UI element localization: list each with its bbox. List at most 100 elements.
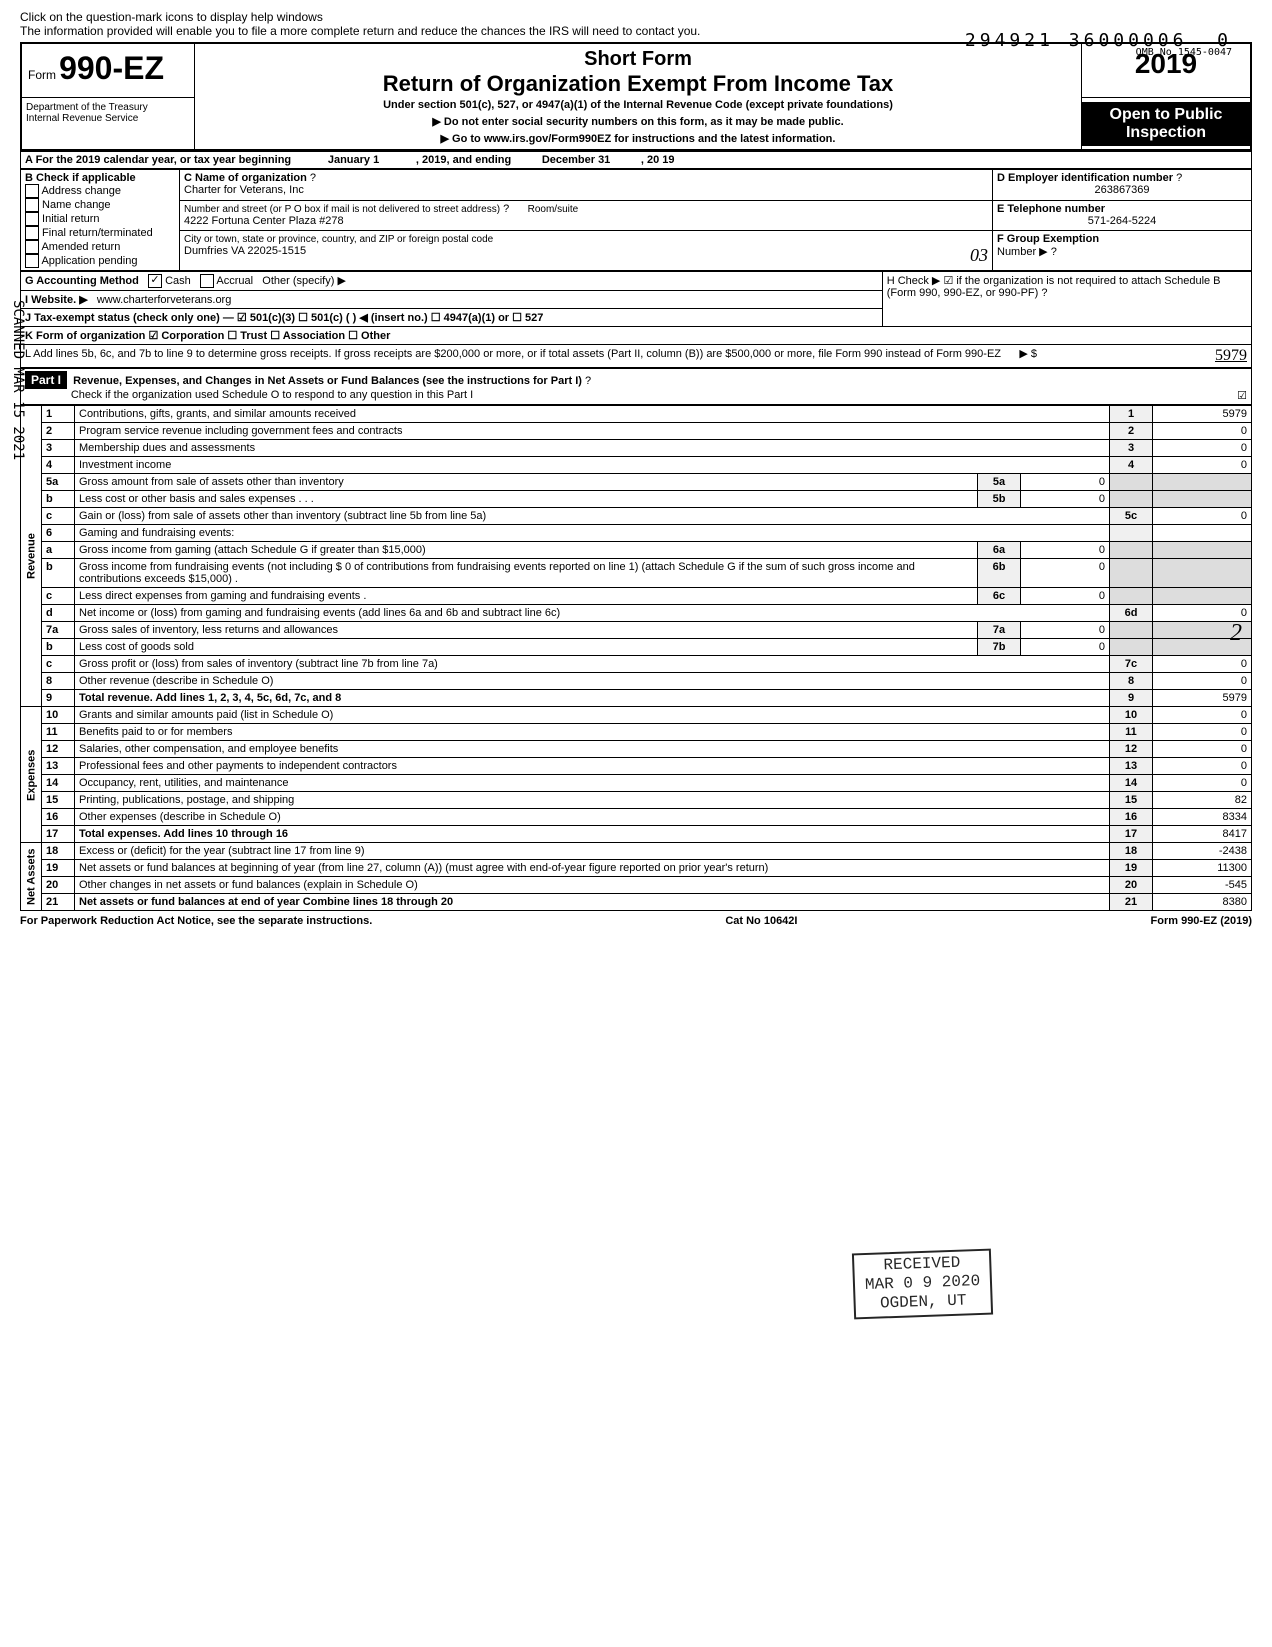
out-label-10: 10: [1110, 707, 1153, 724]
help-icon[interactable]: ?: [1176, 172, 1182, 184]
line-num-2: 2: [42, 423, 75, 440]
table-row-21: 21 Net assets or fund balances at end of…: [21, 894, 1252, 911]
table-row-9: 9 Total revenue. Add lines 1, 2, 3, 4, 5…: [21, 690, 1252, 707]
org-name: Charter for Veterans, Inc: [184, 184, 304, 196]
website-url: www.charterforveterans.org: [97, 294, 232, 306]
line-num-17: 17: [42, 826, 75, 843]
addr-label: Number and street (or P O box if mail is…: [184, 204, 500, 215]
department-cell: Department of the Treasury Internal Reve…: [21, 97, 195, 150]
checkbox-final-return-terminated[interactable]: [25, 226, 39, 240]
line-num-c: c: [42, 656, 75, 673]
bcdef-block: B Check if applicable Address change Nam…: [20, 169, 1252, 271]
line-desc-10: Grants and similar amounts paid (list in…: [75, 707, 1110, 724]
line-g-label: G Accounting Method: [25, 275, 139, 287]
table-row-c: c Gain or (loss) from sale of assets oth…: [21, 508, 1252, 525]
help-icon[interactable]: ?: [1051, 246, 1057, 258]
part-i-title: Revenue, Expenses, and Changes in Net As…: [73, 375, 582, 387]
line-desc-11: Benefits paid to or for members: [75, 724, 1110, 741]
blank-amount: [1153, 559, 1252, 588]
line-l-arrow: ▶ $: [1019, 348, 1037, 360]
accounting-cash: Cash: [165, 275, 191, 287]
line-desc-15: Printing, publications, postage, and shi…: [75, 792, 1110, 809]
out-label-21: 21: [1110, 894, 1153, 911]
out-amount-4: 0: [1153, 457, 1252, 474]
table-row-11: 11 Benefits paid to or for members 11 0: [21, 724, 1252, 741]
out-amount-10: 0: [1153, 707, 1252, 724]
street-address: 4222 Fortuna Center Plaza #278: [184, 215, 344, 227]
checkbox-address-change[interactable]: [25, 184, 39, 198]
line-i-cell: I Website. ▶ www.charterforveterans.org: [21, 291, 883, 309]
under-section-text: Under section 501(c), 527, or 4947(a)(1)…: [203, 99, 1073, 111]
part-i-header: Part I Revenue, Expenses, and Changes in…: [20, 368, 1252, 405]
help-icon[interactable]: ?: [585, 375, 591, 387]
title-main: Return of Organization Exempt From Incom…: [203, 71, 1073, 97]
top-right-numbers: 294921 36000006 0 OMB No 1545-0047: [965, 30, 1232, 58]
footer-row: For Paperwork Reduction Act Notice, see …: [20, 915, 1252, 927]
checkbox-cash[interactable]: [148, 274, 162, 288]
out-amount-7c: 0: [1153, 656, 1252, 673]
line-b-options: Address change Name change Initial retur…: [25, 185, 153, 267]
line-desc-b: Less cost or other basis and sales expen…: [75, 491, 978, 508]
table-row-19: 19 Net assets or fund balances at beginn…: [21, 860, 1252, 877]
footer-left: For Paperwork Reduction Act Notice, see …: [20, 915, 372, 927]
out-label-12: 12: [1110, 741, 1153, 758]
line-num-b: b: [42, 559, 75, 588]
blank-label: [1110, 588, 1153, 605]
accounting-accrual: Accrual: [216, 275, 253, 287]
table-row-b: b Gross income from fundraising events (…: [21, 559, 1252, 588]
help-icon[interactable]: ?: [310, 172, 316, 184]
blank-amount: [1153, 588, 1252, 605]
line-f-cell: F Group Exemption Number ▶ ?: [993, 231, 1252, 271]
received-stamp: RECEIVED MAR 0 9 2020 OGDEN, UT: [852, 1249, 993, 1319]
accounting-other: Other (specify) ▶: [262, 275, 346, 287]
form-number: 990-EZ: [59, 50, 164, 86]
part-i-title-cell: Part I Revenue, Expenses, and Changes in…: [21, 369, 1252, 405]
line-desc-2: Program service revenue including govern…: [75, 423, 1110, 440]
line-j-cell: J Tax-exempt status (check only one) — ☑…: [21, 309, 883, 327]
blank-label: [1110, 542, 1153, 559]
checkbox-accrual[interactable]: [200, 274, 214, 288]
line-desc-b: Less cost of goods sold: [75, 639, 978, 656]
out-amount-1: 5979: [1153, 406, 1252, 423]
line-desc-16: Other expenses (describe in Schedule O): [75, 809, 1110, 826]
line-f-head: F Group Exemption: [997, 233, 1099, 245]
help-icon[interactable]: ?: [503, 203, 509, 215]
line-num-1: 1: [42, 406, 75, 423]
blank-label: [1110, 559, 1153, 588]
table-row-b: b Less cost or other basis and sales exp…: [21, 491, 1252, 508]
part-i-check-text: Check if the organization used Schedule …: [71, 389, 473, 401]
line-e-cell: E Telephone number 571-264-5224: [993, 200, 1252, 231]
checkbox-application-pending[interactable]: [25, 254, 39, 268]
table-row-16: 16 Other expenses (describe in Schedule …: [21, 809, 1252, 826]
out-label-1: 1: [1110, 406, 1153, 423]
stamp-date: MAR 0 9 2020: [864, 1273, 980, 1296]
line-desc-20: Other changes in net assets or fund bala…: [75, 877, 1110, 894]
table-row-8: 8 Other revenue (describe in Schedule O)…: [21, 673, 1252, 690]
table-row-5a: 5a Gross amount from sale of assets othe…: [21, 474, 1252, 491]
line-l-text: L Add lines 5b, 6c, and 7b to line 9 to …: [25, 348, 1001, 360]
footer-right: Form 990-EZ (2019): [1151, 915, 1252, 927]
stamp-received-text: RECEIVED: [864, 1253, 980, 1276]
line-c-cell: C Name of organization ? Charter for Vet…: [180, 170, 993, 201]
checkbox-amended-return[interactable]: [25, 240, 39, 254]
line-b-head: B Check if applicable: [25, 172, 136, 184]
line-l-amount: 5979: [1215, 347, 1247, 365]
line-a-text: A For the 2019 calendar year, or tax yea…: [21, 152, 1252, 169]
line-h-text: H Check ▶ ☑ if the organization is not r…: [887, 275, 1221, 299]
inline-label-5a: 5a: [978, 474, 1021, 491]
table-row-a: a Gross income from gaming (attach Sched…: [21, 542, 1252, 559]
table-row-d: d Net income or (loss) from gaming and f…: [21, 605, 1252, 622]
checkbox-initial-return[interactable]: [25, 212, 39, 226]
out-label-16: 16: [1110, 809, 1153, 826]
help-icon[interactable]: ?: [1041, 287, 1047, 299]
line-num-20: 20: [42, 877, 75, 894]
checkbox-name-change[interactable]: [25, 198, 39, 212]
line-num-3: 3: [42, 440, 75, 457]
inline-label-7b: 7b: [978, 639, 1021, 656]
line-e-head: E Telephone number: [997, 203, 1105, 215]
line-desc-17: Total expenses. Add lines 10 through 16: [75, 826, 1110, 843]
footer-mid: Cat No 10642I: [725, 915, 797, 927]
table-row-6: 6 Gaming and fundraising events:: [21, 525, 1252, 542]
out-amount-9: 5979: [1153, 690, 1252, 707]
part-i-checked[interactable]: ☑: [1237, 389, 1247, 402]
